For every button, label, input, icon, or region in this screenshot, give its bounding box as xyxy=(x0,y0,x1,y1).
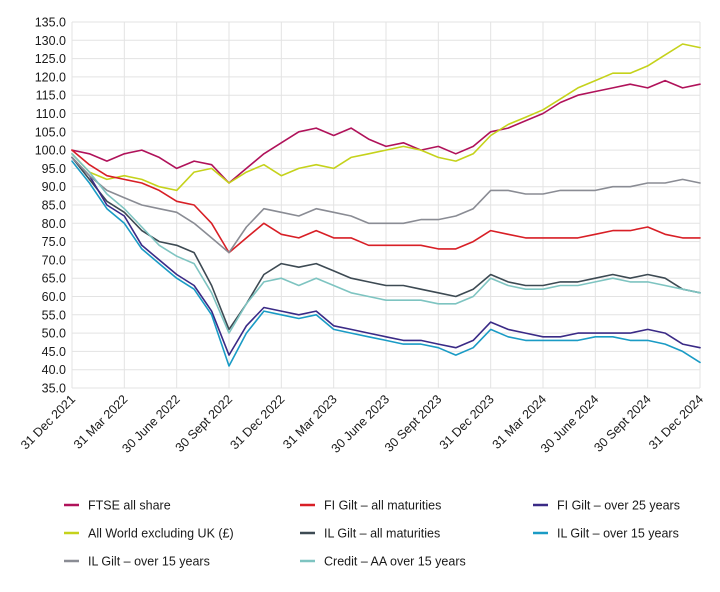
legend-label: FI Gilt – over 25 years xyxy=(557,499,680,513)
legend-item: All World excluding UK (£) xyxy=(64,527,234,541)
legend-item: Credit – AA over 15 years xyxy=(300,555,466,569)
y-tick-label: 85.0 xyxy=(42,199,66,213)
y-tick-label: 130.0 xyxy=(35,34,66,48)
x-tick-label: 31 Dec 2024 xyxy=(646,392,706,452)
series-layer xyxy=(71,43,701,367)
legend-item: FI Gilt – over 25 years xyxy=(533,499,680,513)
y-tick-label: 90.0 xyxy=(42,180,66,194)
legend: FTSE all share FI Gilt – all maturities FI… xyxy=(64,499,680,569)
series-line-5 xyxy=(71,156,701,356)
series-line-7 xyxy=(71,156,701,254)
series-line-2 xyxy=(71,43,701,192)
y-tick-label: 125.0 xyxy=(35,52,66,66)
y-tick-label: 75.0 xyxy=(42,235,66,249)
series-line-1 xyxy=(71,79,701,184)
legend-label: All World excluding UK (£) xyxy=(88,527,234,541)
legend-item: IL Gilt – over 15 years xyxy=(533,527,679,541)
y-tick-label: 95.0 xyxy=(42,162,66,176)
y-tick-label: 115.0 xyxy=(36,89,66,103)
y-tick-label: 80.0 xyxy=(42,217,66,231)
x-tick-label: 31 Dec 2021 xyxy=(18,392,78,452)
y-tick-label: 45.0 xyxy=(42,345,66,359)
series-line-3 xyxy=(71,149,701,254)
y-tick-label: 100.0 xyxy=(35,144,66,158)
x-tick-label: 31 Dec 2023 xyxy=(437,392,497,452)
legend-item: IL Gilt – all maturities xyxy=(300,527,440,541)
y-tick-label: 35.0 xyxy=(42,382,66,396)
legend-item: FTSE all share xyxy=(64,499,171,513)
y-tick-label: 120.0 xyxy=(35,70,66,84)
y-tick-label: 135.0 xyxy=(35,16,66,30)
y-tick-label: 50.0 xyxy=(42,327,66,341)
legend-label: FTSE all share xyxy=(88,499,171,513)
y-tick-label: 55.0 xyxy=(42,308,66,322)
y-tick-label: 40.0 xyxy=(42,363,66,377)
series-line-4 xyxy=(71,156,701,331)
y-tick-label: 60.0 xyxy=(42,290,66,304)
y-axis-ticks: 35.0 40.0 45.0 50.0 55.0 60.0 65.0 70.0 75.0 80.0… xyxy=(35,16,66,396)
y-tick-label: 65.0 xyxy=(42,272,66,286)
y-tick-label: 110.0 xyxy=(36,107,66,121)
x-tick-label: 31 Dec 2022 xyxy=(227,392,287,452)
y-tick-label: 70.0 xyxy=(42,253,66,267)
legend-label: Credit – AA over 15 years xyxy=(324,555,466,569)
legend-item: FI Gilt – all maturities xyxy=(300,499,441,513)
series-line-6 xyxy=(71,160,701,367)
legend-label: IL Gilt – over 15 years xyxy=(557,527,679,541)
legend-label: FI Gilt – all maturities xyxy=(324,499,441,513)
legend-label: IL Gilt – over 15 years xyxy=(88,555,210,569)
y-tick-label: 105.0 xyxy=(35,125,66,139)
series-line-8 xyxy=(71,153,701,334)
legend-item: IL Gilt – over 15 years xyxy=(64,555,210,569)
legend-label: IL Gilt – all maturities xyxy=(324,527,440,541)
